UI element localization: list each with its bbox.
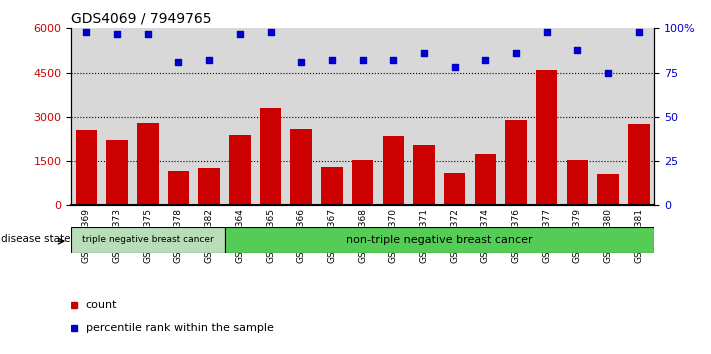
Bar <box>378 28 409 205</box>
Bar <box>102 28 132 205</box>
Bar <box>321 167 343 205</box>
Point <box>142 31 154 36</box>
Bar <box>383 136 404 205</box>
Bar <box>593 28 624 205</box>
Bar <box>597 175 619 205</box>
Point <box>387 57 399 63</box>
Bar <box>71 28 102 205</box>
Point <box>633 29 644 35</box>
Bar <box>409 28 439 205</box>
Bar <box>316 28 347 205</box>
Bar <box>71 227 225 253</box>
Bar <box>255 28 286 205</box>
Bar <box>567 160 588 205</box>
Point <box>265 29 277 35</box>
Bar <box>347 28 378 205</box>
Bar <box>624 28 654 205</box>
Point <box>234 31 245 36</box>
Bar <box>229 135 250 205</box>
Bar <box>531 28 562 205</box>
Text: GDS4069 / 7949765: GDS4069 / 7949765 <box>71 12 212 26</box>
Text: non-triple negative breast cancer: non-triple negative breast cancer <box>346 235 533 245</box>
Bar <box>562 28 593 205</box>
Text: count: count <box>86 300 117 310</box>
Bar <box>194 28 225 205</box>
Bar <box>198 169 220 205</box>
Text: disease state: disease state <box>1 234 71 244</box>
Bar <box>352 160 373 205</box>
Bar <box>439 28 470 205</box>
Point <box>541 29 552 35</box>
Bar <box>137 123 159 205</box>
Bar <box>413 145 434 205</box>
Point <box>510 50 522 56</box>
Point <box>296 59 307 65</box>
Bar <box>470 28 501 205</box>
Point <box>112 31 123 36</box>
Point <box>173 59 184 65</box>
Bar <box>291 129 312 205</box>
Text: percentile rank within the sample: percentile rank within the sample <box>86 323 274 333</box>
Point <box>203 57 215 63</box>
Bar <box>475 154 496 205</box>
Bar <box>444 173 466 205</box>
Point <box>602 70 614 75</box>
Point <box>480 57 491 63</box>
Bar <box>628 124 650 205</box>
Bar <box>163 28 194 205</box>
Point <box>572 47 583 52</box>
Bar <box>107 141 128 205</box>
Bar <box>260 108 282 205</box>
Bar <box>168 171 189 205</box>
Bar <box>75 130 97 205</box>
Bar <box>536 70 557 205</box>
Point <box>449 64 460 70</box>
Bar <box>132 28 163 205</box>
Bar <box>286 28 316 205</box>
Point <box>357 57 368 63</box>
Point <box>81 29 92 35</box>
Point <box>326 57 338 63</box>
Bar <box>225 227 654 253</box>
Point <box>418 50 429 56</box>
Bar <box>501 28 531 205</box>
Bar <box>225 28 255 205</box>
Bar <box>506 120 527 205</box>
Text: triple negative breast cancer: triple negative breast cancer <box>82 235 214 244</box>
